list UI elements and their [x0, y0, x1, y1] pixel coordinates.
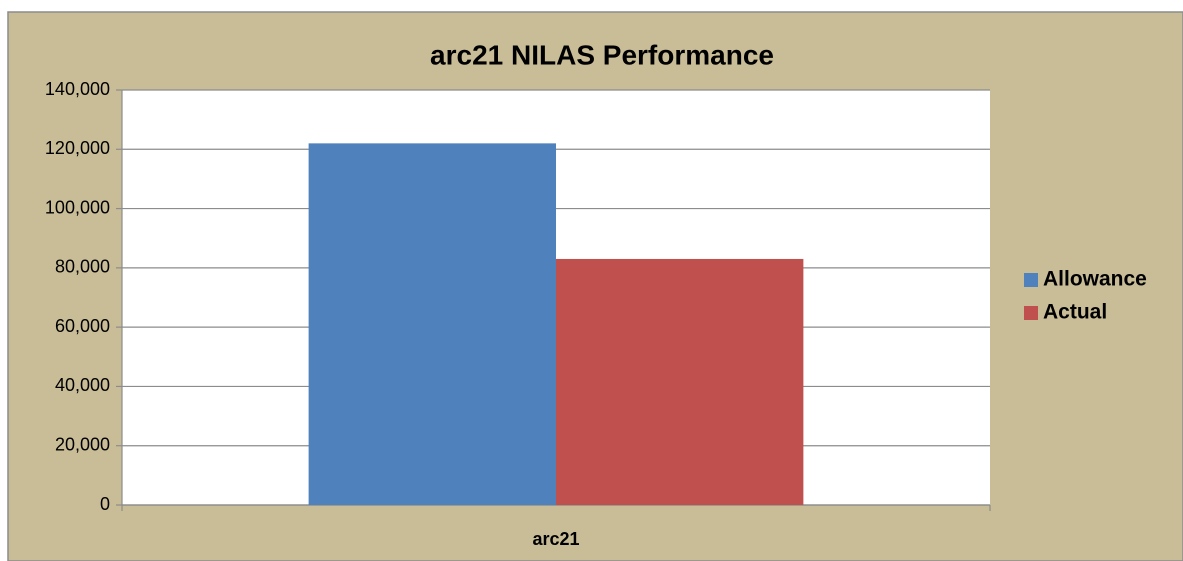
legend-swatch: [1024, 273, 1038, 287]
legend-label: Actual: [1043, 301, 1107, 324]
y-tick-label: 20,000: [55, 434, 110, 454]
legend-swatch: [1024, 306, 1038, 320]
x-tick-label: arc21: [532, 529, 579, 549]
y-tick-label: 0: [100, 494, 110, 514]
y-tick-label: 100,000: [45, 197, 110, 217]
bar: [556, 258, 804, 505]
y-tick-label: 140,000: [45, 79, 110, 99]
y-tick-label: 60,000: [55, 316, 110, 336]
bar: [308, 143, 556, 505]
y-tick-label: 40,000: [55, 375, 110, 395]
y-tick-label: 120,000: [45, 138, 110, 158]
y-tick-label: 80,000: [55, 257, 110, 277]
chart-title: arc21 NILAS Performance: [430, 39, 774, 70]
legend-label: Allowance: [1043, 268, 1147, 291]
